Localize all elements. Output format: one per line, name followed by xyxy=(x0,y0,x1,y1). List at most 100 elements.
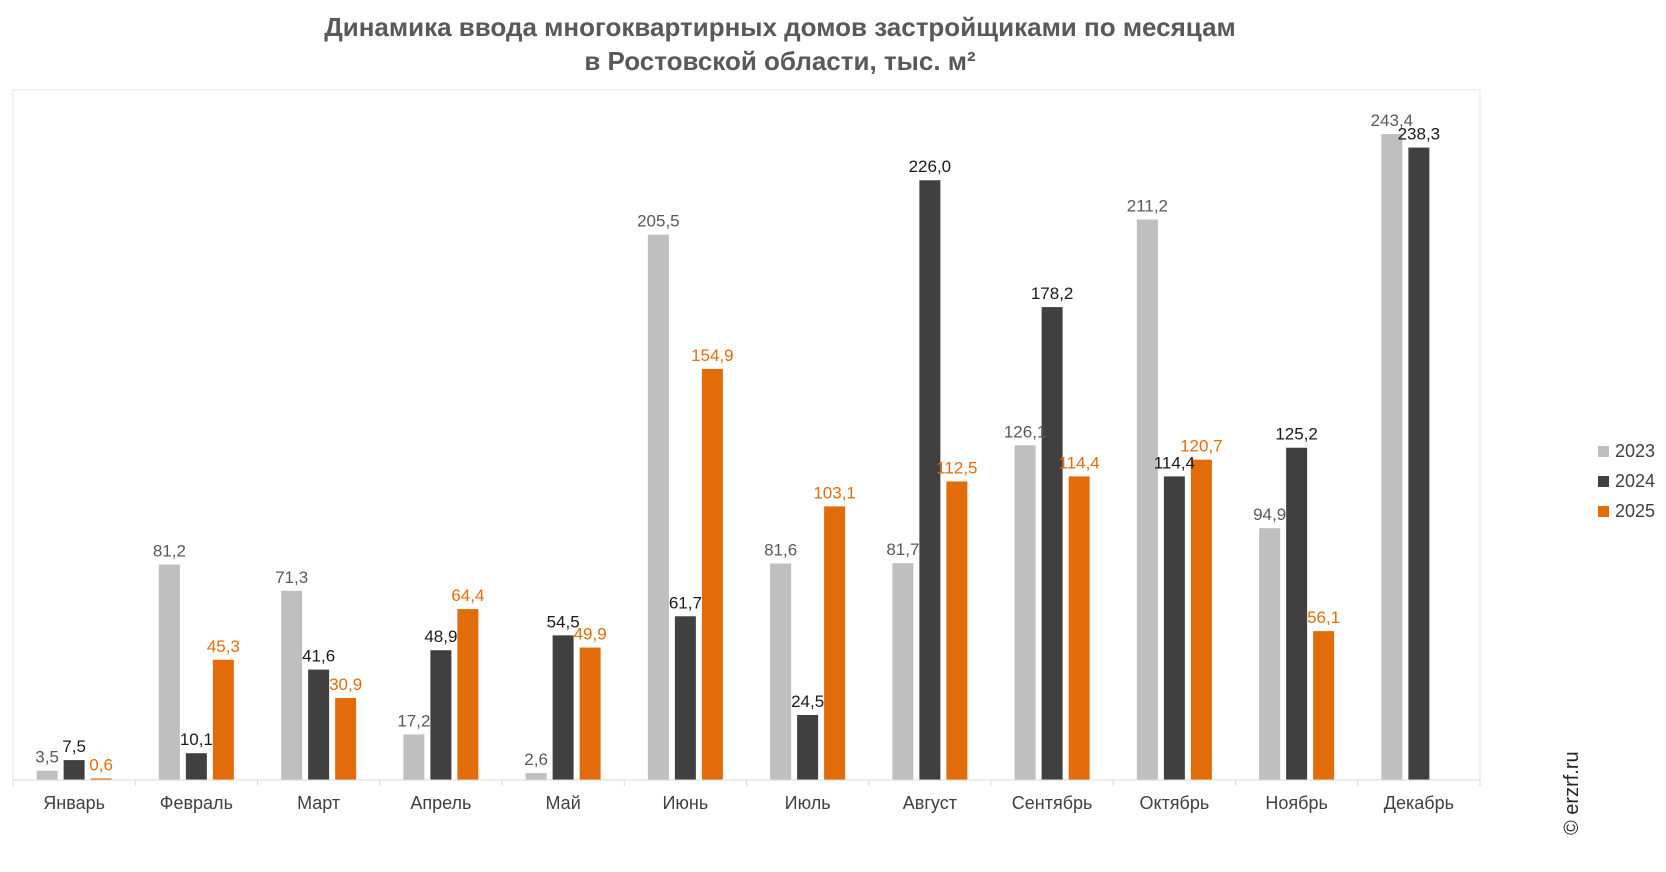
bar-2024 xyxy=(63,760,85,780)
legend-item-2025: 2025 xyxy=(1598,496,1655,526)
data-label-2024: 125,2 xyxy=(1275,425,1318,444)
data-label-2023: 81,7 xyxy=(886,540,919,559)
bar-2024 xyxy=(1041,307,1063,780)
category-label: Апрель xyxy=(410,793,471,813)
bar-2023 xyxy=(892,563,914,780)
data-label-2023: 81,2 xyxy=(153,542,186,561)
data-label-2023: 3,5 xyxy=(35,748,59,767)
category-label: Февраль xyxy=(160,793,233,813)
category-labels-layer: Январь Февраль Март Апрель Май Июнь Июль Август… xyxy=(43,793,1454,813)
legend: 2023 2024 2025 xyxy=(1598,436,1655,526)
bar-2023 xyxy=(403,734,425,780)
data-label-2025: 0,6 xyxy=(89,755,113,774)
bar-2025 xyxy=(701,368,723,780)
bar-2024 xyxy=(1286,447,1308,780)
bar-2023 xyxy=(1136,219,1158,780)
data-label-2025: 49,9 xyxy=(574,625,607,644)
bar-2024 xyxy=(552,635,574,780)
data-label-2023: 126,1 xyxy=(1004,422,1047,441)
data-label-2024: 41,6 xyxy=(302,647,335,666)
bar-2024 xyxy=(308,669,330,780)
data-label-2023: 211,2 xyxy=(1127,197,1168,216)
data-label-2025: 114,4 xyxy=(1058,453,1099,472)
bar-2024 xyxy=(430,650,452,780)
bar-2025 xyxy=(457,609,479,780)
bar-2025 xyxy=(579,647,601,780)
legend-swatch-2023 xyxy=(1598,445,1609,457)
data-label-2023: 243,4 xyxy=(1371,111,1414,130)
category-label: Август xyxy=(903,793,957,813)
data-label-2024: 238,3 xyxy=(1398,125,1441,144)
data-label-2023: 71,3 xyxy=(275,568,308,587)
bar-2023 xyxy=(36,770,58,780)
bars-layer xyxy=(36,134,1430,781)
legend-item-2024: 2024 xyxy=(1598,466,1655,496)
legend-swatch-2025 xyxy=(1598,505,1609,517)
bar-2025 xyxy=(824,506,846,780)
data-label-2024: 61,7 xyxy=(669,593,702,612)
category-label: Декабрь xyxy=(1384,793,1454,813)
data-label-2023: 81,6 xyxy=(764,540,797,559)
data-label-2023: 17,2 xyxy=(397,711,430,730)
category-label: Май xyxy=(545,793,580,813)
category-label: Январь xyxy=(43,793,105,813)
data-label-2024: 226,0 xyxy=(909,157,952,176)
data-label-2024: 178,2 xyxy=(1031,284,1074,303)
bar-2024 xyxy=(674,616,696,780)
data-label-2024: 54,5 xyxy=(547,612,580,631)
data-label-2025: 154,9 xyxy=(691,346,734,365)
watermark: © erzrf.ru xyxy=(1561,751,1583,835)
legend-label-2025: 2025 xyxy=(1615,500,1656,521)
category-label: Июнь xyxy=(662,793,708,813)
category-label: Март xyxy=(297,793,340,813)
bar-2023 xyxy=(1381,134,1403,781)
data-label-2025: 30,9 xyxy=(329,675,362,694)
data-label-2025: 45,3 xyxy=(207,637,240,656)
bar-2023 xyxy=(158,564,180,780)
legend-swatch-2024 xyxy=(1598,475,1609,487)
data-label-2023: 205,5 xyxy=(637,212,680,231)
bar-2024 xyxy=(1163,476,1185,780)
chart-title-line2: в Ростовской области, тыс. м² xyxy=(584,46,976,76)
legend-label-2023: 2023 xyxy=(1615,440,1656,461)
category-label: Октябрь xyxy=(1139,793,1209,813)
bar-2023 xyxy=(525,773,547,780)
data-label-2025: 120,7 xyxy=(1180,437,1223,456)
bar-2025 xyxy=(946,481,968,780)
data-label-2024: 48,9 xyxy=(424,627,457,646)
legend-label-2024: 2024 xyxy=(1615,470,1656,491)
bar-2024 xyxy=(797,714,819,780)
bar-2025 xyxy=(212,659,234,780)
data-label-2024: 10,1 xyxy=(180,730,213,749)
data-label-2024: 114,4 xyxy=(1154,453,1195,472)
data-label-2025: 103,1 xyxy=(813,483,856,502)
bar-2025 xyxy=(90,778,112,780)
data-label-2024: 24,5 xyxy=(791,692,824,711)
data-label-2024: 7,5 xyxy=(62,737,86,756)
category-label: Июль xyxy=(785,793,831,813)
bar-2025 xyxy=(1068,476,1090,780)
data-label-2023: 2,6 xyxy=(524,750,548,769)
category-label: Сентябрь xyxy=(1012,793,1093,813)
chart-title: Динамика ввода многоквартирных домов зас… xyxy=(0,10,1560,78)
bar-2025 xyxy=(335,697,357,780)
bar-2023 xyxy=(647,234,669,780)
ticks-layer xyxy=(12,780,1481,786)
data-label-2025: 56,1 xyxy=(1307,608,1340,627)
legend-item-2023: 2023 xyxy=(1598,436,1655,466)
bar-2023 xyxy=(1259,528,1281,780)
bar-2025 xyxy=(1190,459,1212,780)
bar-2024 xyxy=(1408,147,1430,781)
bar-2023 xyxy=(281,590,303,780)
category-label: Ноябрь xyxy=(1265,793,1327,813)
data-label-2025: 112,5 xyxy=(936,458,977,477)
labels-layer: 3,57,50,6 81,2 10,1 45,3 71,3 41,6 30,9 17,2 48,… xyxy=(35,111,1440,774)
bar-2025 xyxy=(1313,631,1335,780)
bar-2023 xyxy=(1014,445,1036,780)
data-label-2025: 64,4 xyxy=(451,586,484,605)
chart-title-line1: Динамика ввода многоквартирных домов зас… xyxy=(324,12,1236,42)
data-label-2023: 94,9 xyxy=(1253,505,1286,524)
bar-2023 xyxy=(770,563,792,780)
bar-2024 xyxy=(185,753,207,780)
